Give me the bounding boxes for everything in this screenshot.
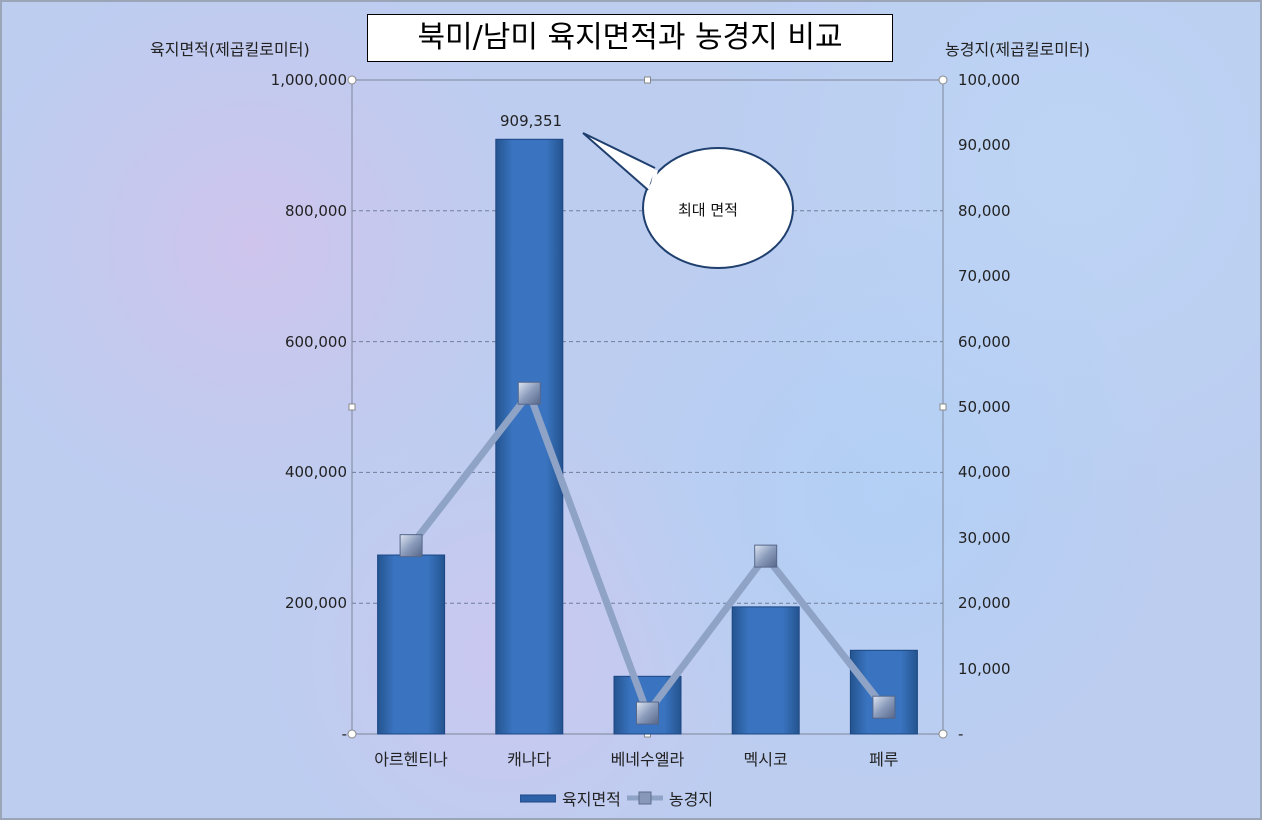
- line-marker-1: [517, 381, 541, 405]
- bar-0: [377, 554, 446, 735]
- line-marker-3: [754, 544, 778, 568]
- right-tick-label: 90,000: [958, 136, 1011, 155]
- right-axis-title: 농경지(제곱킬로미터): [945, 40, 1090, 59]
- selection-handle: [644, 76, 651, 84]
- left-tick-label: -: [341, 725, 347, 743]
- callout-bubble: [642, 147, 794, 269]
- callout-text: 최대 면적: [678, 201, 738, 219]
- right-tick-label: 80,000: [958, 201, 1011, 220]
- selection-handle: [938, 75, 948, 85]
- selection-handle: [347, 75, 357, 85]
- legend-bar-swatch: [520, 794, 556, 803]
- category-label: 아르헨티나: [374, 750, 448, 769]
- right-tick-label: 60,000: [958, 332, 1011, 351]
- left-axis-title: 육지면적(제곱킬로미터): [150, 40, 310, 59]
- line-marker-2: [636, 701, 659, 725]
- category-label: 베네수엘라: [610, 750, 685, 769]
- left-tick-label: 400,000: [284, 463, 347, 482]
- selection-handle: [938, 729, 948, 739]
- legend: 육지면적 농경지: [520, 786, 713, 810]
- right-tick-label: 30,000: [958, 528, 1011, 547]
- right-tick-label: 50,000: [958, 398, 1011, 416]
- line-marker-0: [399, 534, 423, 558]
- callout-tail: [582, 132, 656, 191]
- right-tick-label: 70,000: [958, 267, 1011, 286]
- line-series: [408, 389, 887, 717]
- category-label: 페루: [869, 750, 899, 769]
- right-tick-label: 100,000: [958, 71, 1021, 89]
- legend-label-land: 육지면적: [562, 790, 621, 809]
- right-tick-label: 10,000: [958, 659, 1011, 678]
- data-label-canada: 909,351: [500, 112, 563, 130]
- bar-1: [495, 138, 564, 735]
- right-tick-label: -: [958, 725, 964, 743]
- left-tick-label: 1,000,000: [270, 71, 347, 89]
- category-label: 캐나다: [507, 750, 552, 769]
- selection-handle: [939, 403, 947, 411]
- left-tick-label: 600,000: [284, 332, 347, 351]
- left-tick-label: 800,000: [284, 201, 347, 220]
- selection-handle: [348, 403, 356, 411]
- selection-handle: [347, 729, 357, 739]
- line-marker-4: [872, 695, 896, 719]
- right-tick-label: 40,000: [958, 463, 1011, 482]
- category-label: 멕시코: [743, 750, 788, 769]
- right-tick-label: 20,000: [958, 594, 1011, 613]
- chart-title[interactable]: 북미/남미 육지면적과 농경지 비교: [367, 14, 893, 62]
- legend-label-farm: 농경지: [668, 790, 714, 809]
- callout-tail-mask: [650, 169, 658, 189]
- legend-line-swatch: [626, 791, 663, 805]
- bar-3: [731, 606, 800, 735]
- bar-4: [849, 649, 918, 735]
- left-tick-label: 200,000: [284, 594, 347, 613]
